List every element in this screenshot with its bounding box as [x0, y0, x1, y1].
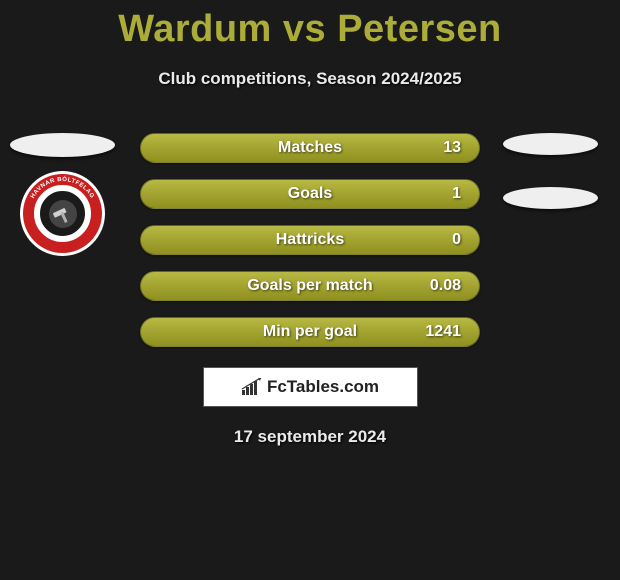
stat-value: 0: [421, 231, 461, 249]
player-right-name-pill: [503, 133, 598, 155]
stat-label: Min per goal: [199, 323, 421, 341]
stat-row-goals: Goals 1: [140, 179, 480, 209]
stat-row-goals-per-match: Goals per match 0.08: [140, 271, 480, 301]
stat-value: 1: [421, 185, 461, 203]
comparison-content: HAVNAR BÓLTFELAG 1904 Matches 13: [0, 133, 620, 447]
stat-row-matches: Matches 13: [140, 133, 480, 163]
stat-label: Hattricks: [199, 231, 421, 249]
brand-box[interactable]: FcTables.com: [203, 367, 418, 407]
stat-value: 13: [421, 139, 461, 157]
bar-chart-icon: [241, 378, 263, 396]
player-right-club-pill: [503, 187, 598, 209]
player-left-column: HAVNAR BÓLTFELAG 1904: [10, 133, 115, 256]
page-title: Wardum vs Petersen: [0, 0, 620, 51]
stat-value: 1241: [421, 323, 461, 341]
stat-label: Matches: [199, 139, 421, 157]
stat-row-hattricks: Hattricks 0: [140, 225, 480, 255]
subtitle: Club competitions, Season 2024/2025: [0, 69, 620, 89]
club-badge-left: HAVNAR BÓLTFELAG 1904: [20, 171, 105, 256]
date-label: 17 september 2024: [0, 427, 620, 447]
stat-row-min-per-goal: Min per goal 1241: [140, 317, 480, 347]
player-left-name-pill: [10, 133, 115, 157]
stat-label: Goals: [199, 185, 421, 203]
hammer-icon: [48, 199, 78, 229]
stat-value: 0.08: [421, 277, 461, 295]
stat-label: Goals per match: [199, 277, 421, 295]
badge-inner: [38, 189, 87, 238]
player-right-column: [503, 133, 598, 209]
stats-bars: Matches 13 Goals 1 Hattricks 0 Goals per…: [140, 133, 480, 347]
brand-label: FcTables.com: [267, 377, 379, 397]
